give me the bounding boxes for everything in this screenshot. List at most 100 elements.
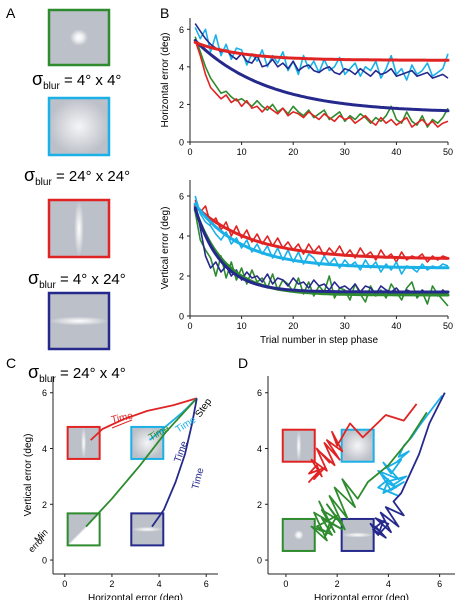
series-line-red <box>194 40 449 128</box>
y-tick-label: 2 <box>179 100 184 110</box>
sigma-symbol: σ <box>32 69 43 89</box>
fit-curve-red <box>193 204 450 260</box>
sigma-subscript: blur <box>43 81 60 92</box>
sigma-value: = 4° x 4° <box>60 72 122 89</box>
y-tick-label: 4 <box>179 232 184 242</box>
x-tick-label: 2 <box>335 579 340 589</box>
stimulus-tile: σblur = 4° x 4° <box>32 8 121 92</box>
x-tick-label: 20 <box>288 321 298 331</box>
x-axis-label: Horizontal error (deg) <box>314 593 409 600</box>
blur-tile-marker <box>281 428 316 463</box>
panel-label-b: B <box>160 5 169 21</box>
series-line-navy <box>151 398 198 528</box>
y-tick-label: 2 <box>179 272 184 282</box>
series-line-green <box>85 397 198 528</box>
y-tick-label: 6 <box>42 388 47 398</box>
blur-tile-marker <box>281 517 316 552</box>
panel-label-d: D <box>238 355 248 371</box>
model-trajectory-chart: 0 2 4 6 0 2 4 6 Vertical error (deg) Horizontal e… <box>23 376 218 600</box>
y-tick-label: 4 <box>257 444 262 454</box>
x-tick-label: 0 <box>62 579 67 589</box>
panel-label-c: C <box>6 355 16 371</box>
blur-tile-marker <box>340 517 375 552</box>
x-tick-label: 0 <box>283 579 288 589</box>
series-line-cyan <box>377 394 443 497</box>
blur-tile-marker <box>130 512 165 547</box>
y-tick-label: 6 <box>257 388 262 398</box>
y-tick-label: 2 <box>257 500 262 510</box>
x-axis-label: Trial number in step phase <box>260 335 378 346</box>
series-line-navy <box>369 392 446 539</box>
x-tick-label: 30 <box>340 321 350 331</box>
time-label-navy-b: Time <box>190 466 206 490</box>
x-tick-label: 40 <box>391 147 401 157</box>
stimulus-green-square <box>47 8 111 67</box>
time-label-red: Time <box>110 411 134 426</box>
y-tick-label: 6 <box>179 192 184 202</box>
y-tick-label: 0 <box>257 556 262 566</box>
series-line-green <box>310 411 428 542</box>
x-tick-label: 50 <box>443 321 453 331</box>
x-tick-label: 6 <box>437 579 442 589</box>
sigma-symbol: σ <box>28 362 39 382</box>
y-axis-label: Vertical error (deg) <box>160 207 171 290</box>
panel-c-annotations: Time Time Time Time Time Step Min error <box>26 396 214 554</box>
x-tick-label: 20 <box>288 147 298 157</box>
stimulus-navy-square <box>47 291 111 351</box>
fit-curve-green <box>193 208 450 297</box>
x-tick-label: 50 <box>443 147 453 157</box>
data-trajectory-chart: 0 2 4 6 0 2 4 6 Horizontal error (deg) <box>257 376 455 600</box>
stimulus-red-square <box>47 198 111 259</box>
series-line-cyan <box>194 27 449 81</box>
series-line-green <box>194 36 449 128</box>
series-line-navy <box>194 23 449 79</box>
stimulus-caption: σblur = 24° x 24° <box>24 165 130 188</box>
y-axis-label: Horizontal error (deg) <box>160 32 171 127</box>
stimulus-list: σblur = 4° x 4° σblur = 24° x 24° σblur … <box>24 8 130 385</box>
y-tick-label: 0 <box>179 138 184 148</box>
stimulus-caption: σblur = 24° x 4° <box>28 362 126 385</box>
series-line-red <box>90 397 198 441</box>
sigma-symbol: σ <box>24 165 35 185</box>
horizontal-error-chart: 0 2 4 6 0 10 20 30 40 50 Horizontal error (deg) <box>160 18 453 157</box>
stimulus-caption: σblur = 4° x 4° <box>32 69 121 92</box>
x-tick-label: 10 <box>237 321 247 331</box>
sigma-subscript: blur <box>39 374 56 385</box>
x-tick-label: 0 <box>187 147 192 157</box>
x-tick-label: 30 <box>340 147 350 157</box>
blur-tile-marker <box>66 425 101 460</box>
stimulus-tile: σblur = 24° x 24° <box>24 96 130 188</box>
sigma-value: = 4° x 24° <box>56 271 126 288</box>
x-tick-label: 4 <box>157 579 162 589</box>
stimulus-tile: σblur = 24° x 4° <box>28 291 126 385</box>
time-label-navy-a: Time <box>172 439 190 464</box>
sigma-value: = 24° x 24° <box>52 168 130 185</box>
x-tick-label: 6 <box>204 579 209 589</box>
y-tick-label: 4 <box>42 444 47 454</box>
y-tick-label: 0 <box>42 556 47 566</box>
sigma-symbol: σ <box>28 268 39 288</box>
fit-curve-cyan <box>193 202 450 270</box>
vertical-error-chart: 0 2 4 6 0 10 20 30 40 50 Vertical error (deg) Trial… <box>160 180 453 346</box>
fit-curve-red <box>193 40 450 62</box>
x-tick-label: 2 <box>109 579 114 589</box>
y-axis-label: Vertical error (deg) <box>23 434 34 517</box>
y-tick-label: 4 <box>179 62 184 72</box>
y-tick-label: 0 <box>179 312 184 322</box>
y-tick-label: 6 <box>179 25 184 35</box>
series-line-red <box>308 403 418 483</box>
panel-label-a: A <box>6 5 16 21</box>
fit-curve-navy <box>193 206 450 294</box>
sigma-value: = 24° x 4° <box>56 365 126 382</box>
stimulus-tile: σblur = 4° x 24° <box>28 198 126 291</box>
x-tick-label: 40 <box>391 321 401 331</box>
stimulus-cyan-square <box>47 96 111 157</box>
x-tick-label: 4 <box>386 579 391 589</box>
y-tick-label: 2 <box>42 500 47 510</box>
x-axis-label: Horizontal error (deg) <box>88 593 183 600</box>
sigma-subscript: blur <box>39 280 56 291</box>
stimulus-caption: σblur = 4° x 24° <box>28 268 126 291</box>
x-tick-label: 0 <box>187 321 192 331</box>
time-arrow-red <box>111 419 133 429</box>
blur-tile-marker <box>340 428 375 463</box>
